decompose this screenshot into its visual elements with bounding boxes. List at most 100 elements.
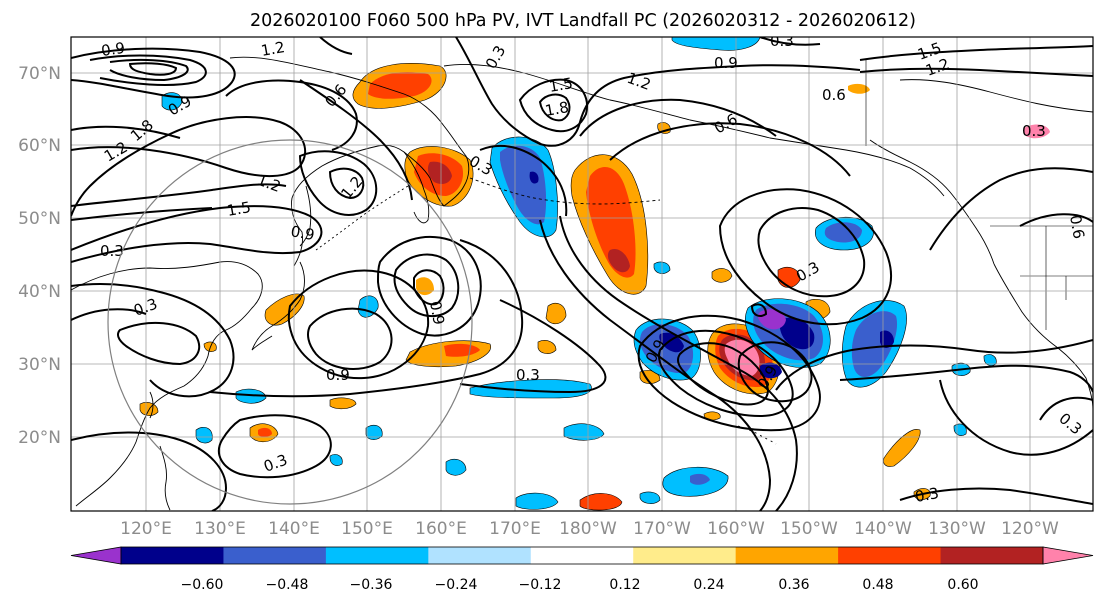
coastline-japan [251,261,305,351]
lon-label: 140°E [268,519,320,539]
lon-label: 140°W [854,519,912,539]
colorbar-swatch [735,547,839,564]
coastline-siberia [229,56,470,207]
contour-label: 1.5 [548,74,575,96]
colorbar-extend-low [70,546,122,565]
latitude-labels: 70°N 60°N 50°N 40°N 30°N 20°N [18,64,61,448]
contour-label: 0.9 [100,39,126,60]
anomaly-patch-northeast-blue-mid [824,222,862,243]
lat-label: 70°N [18,64,61,84]
anomaly-patch-north-hawaii [545,303,567,325]
anomaly-patch-tropical-red [579,493,623,511]
border-canada-us [865,60,1093,227]
coastlines [71,56,1093,511]
lon-label: 170°E [489,519,541,539]
colorbar-swatch [940,547,1044,564]
anomaly-patch-purple-east-navy [779,317,815,350]
anomaly-patch-east-pacific-dark [880,330,894,348]
anomaly-patch-arctic-blue [671,37,761,51]
anomaly-patch-kamchatka-dark [427,161,452,184]
lon-label: 130°E [194,519,246,539]
graticule [71,37,1093,511]
colorbar-swatch [633,547,737,564]
anomaly-patch-gulf-band-core [586,166,636,278]
reference-ring-circle [107,139,473,505]
contour-label: 0.6 [1066,214,1088,241]
lat-label: 40°N [18,282,61,302]
contour-label: 0.3 [914,484,941,506]
colorbar-tick-label: 0.24 [693,577,724,593]
coastline-china-korea [71,261,263,507]
anomaly-patch-small-blue-b [235,388,267,404]
contour-label: 0.9 [326,366,350,384]
coastline-gulf-alaska [869,139,995,265]
negative-anomaly-patches [161,37,997,510]
colorbar-tick-label: 0.60 [947,577,978,593]
contour-label: 0.3 [770,32,794,50]
anomaly-patch-tropical-blue-a-mid [690,473,710,485]
colorbar-tick-label: 0.48 [862,577,893,593]
contour-label: 0.9 [426,300,448,327]
lat-label: 20°N [18,428,61,448]
colorbar-tick-labels: −0.60 −0.48 −0.36 −0.24 −0.12 0.12 0.24 … [181,577,979,593]
anomaly-patch-tropical-blue-d [639,491,661,504]
lon-label: 130°W [928,519,986,539]
colorbar-tick-label: −0.48 [266,577,309,593]
contour-label: 0.3 [100,242,124,260]
lat-label: 30°N [18,355,61,375]
coastline-sakhalin [299,185,312,247]
colorbar-extend-high [1042,546,1094,565]
colorbar-frame [120,546,1044,565]
border-states [1020,226,1093,330]
anomaly-patch-central-blue-dark [659,332,684,353]
anomaly-patch-southwest-c [329,397,357,410]
colorbar-swatch [530,547,634,564]
pv-contours [71,37,1093,511]
lon-label: 160°E [415,519,467,539]
anomaly-patch-tropical-east [883,429,921,467]
contour-label: 0.9 [714,54,738,72]
anomaly-patch-small-b [639,370,661,384]
colorbar-swatches [70,546,1094,565]
shaded-anomalies [139,37,1050,511]
map-panel: 0.9 0.9 1.2 1.8 1.2 1.5 0.9 0.3 0.3 0.9 … [71,32,1093,511]
coastline-philippines [159,445,171,511]
anomaly-patch-purple-east-south [760,362,782,379]
coastline-hawaii [737,425,777,445]
anomaly-patch-arctic-east [1024,124,1050,139]
colorbar-tick-label: −0.60 [181,577,224,593]
colorbar-tick-label: −0.12 [519,577,562,593]
coastline-greenland-edge [899,79,1093,113]
anomaly-patch-small-blue-i [329,454,343,466]
anomaly-patch-small-blue-e [563,423,605,441]
figure-title: 2026020100 F060 500 hPa PV, IVT Landfall… [250,11,916,31]
contour-label: 0.3 [516,366,540,384]
colorbar-swatch [223,547,327,564]
colorbar-swatch [428,547,532,564]
colorbar: −0.60 −0.48 −0.36 −0.24 −0.12 0.12 0.24 … [70,546,1094,593]
lon-label: 120°W [1001,519,1059,539]
map-frame [70,36,1094,512]
colorbar-tick-label: 0.12 [609,577,640,593]
colorbar-swatch [838,547,942,564]
coastline-aleutians [469,177,661,205]
anomaly-patch-aleutian-blue-dark [529,171,539,184]
anomaly-patch-southwest-a-core [258,427,272,437]
contour-label: 1.8 [544,98,571,120]
anomaly-patch-arctic-mid [848,83,870,94]
contour-label: 0.6 [822,86,846,104]
anomaly-patch-small-d [711,268,733,283]
anomaly-patch-east-pacific-mid [851,311,898,377]
longitude-labels: 120°E 130°E 140°E 150°E 160°E 170°E 180°… [120,519,1059,539]
colorbar-swatch [121,547,224,564]
lon-label: 120°E [120,519,172,539]
colorbar-tick-label: −0.24 [435,577,478,593]
coastline-alaska [443,63,945,197]
contour-label: 1.5 [226,198,253,220]
anomaly-patch-gulf-band-dark [607,248,630,273]
anomaly-patch-midlat-a-core [444,343,480,357]
lon-label: 170°W [633,519,691,539]
coastline-okhotsk [291,145,379,267]
anomaly-patch-tropical-blue-b [515,492,559,510]
